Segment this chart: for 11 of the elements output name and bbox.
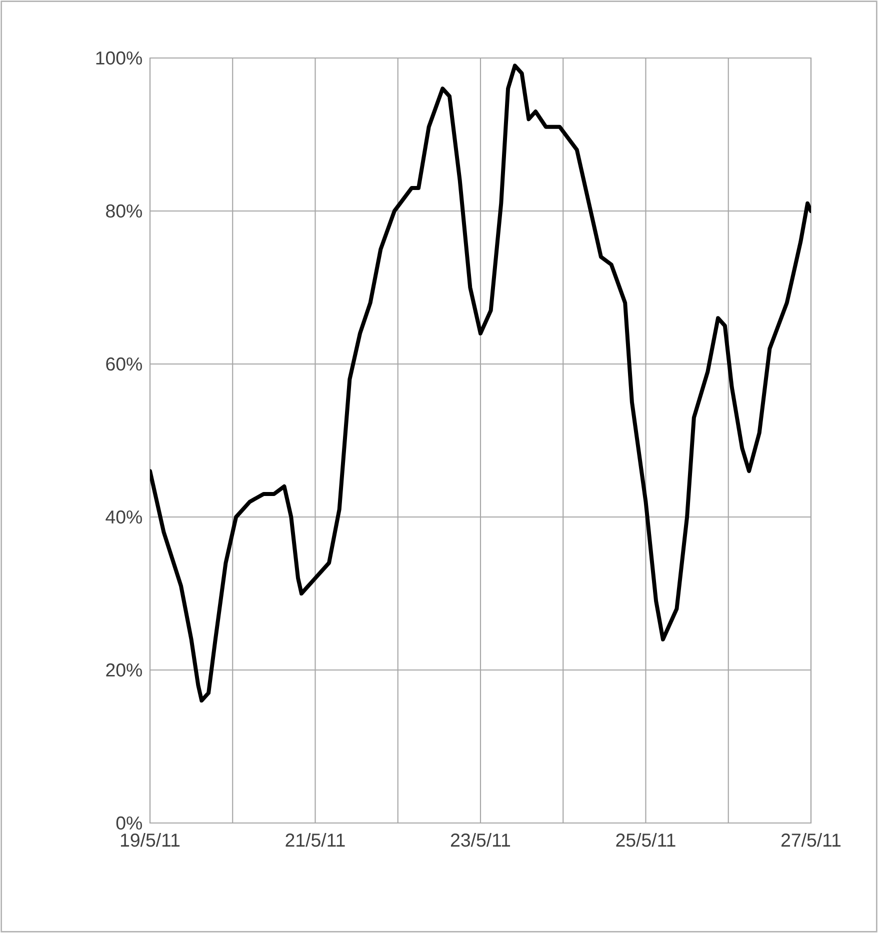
y-tick-label: 40% (106, 510, 142, 524)
x-tick-label: 25/5/11 (616, 833, 676, 847)
x-tick-label: 21/5/11 (286, 833, 345, 847)
y-tick-label: 100% (96, 51, 142, 65)
x-tick-label: 19/5/11 (120, 833, 180, 847)
x-tick-label: 23/5/11 (450, 833, 510, 847)
y-tick-label: 20% (106, 663, 142, 677)
y-tick-label: 0% (116, 816, 142, 830)
x-tick-label: 27/5/11 (781, 833, 841, 847)
y-tick-label: 80% (106, 204, 142, 218)
y-tick-label: 60% (106, 357, 142, 371)
